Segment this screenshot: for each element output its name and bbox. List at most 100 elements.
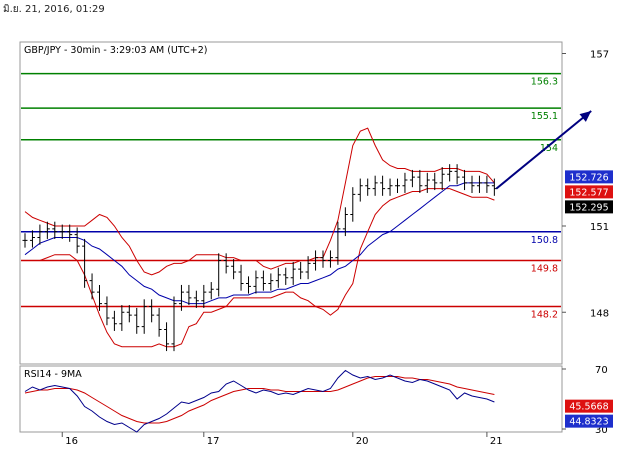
candle-37 <box>298 261 304 280</box>
candle-46 <box>365 178 371 196</box>
projection-arrow-group <box>495 110 592 190</box>
candle-49 <box>387 178 393 196</box>
bollinger-bands-group <box>24 127 495 348</box>
candle-45 <box>357 178 363 202</box>
bollinger-lower-line <box>25 188 495 348</box>
candle-26 <box>216 253 222 297</box>
candle-58 <box>454 164 460 185</box>
time-axis: 16 17 20 21 <box>61 432 503 447</box>
candle-28 <box>231 259 237 280</box>
candle-35 <box>283 267 289 285</box>
price-badges-group: 152.726 152.577 152.295 <box>565 170 613 214</box>
candle-59 <box>462 169 468 191</box>
candle-29 <box>238 264 244 291</box>
rsi-lines-group <box>24 369 495 433</box>
rsi-badge-label-0: 45.5668 <box>569 402 608 413</box>
price-tick-label-2: 148 <box>590 308 609 319</box>
time-tick-label-3: 21 <box>490 436 503 447</box>
price-levels-group: 156.3 155.1 154 150.8 149.8 148.2 <box>21 72 561 321</box>
level-label-4: 149.8 <box>531 264 558 275</box>
candle-54 <box>424 172 430 193</box>
candle-47 <box>372 175 378 196</box>
candle-42 <box>335 221 341 265</box>
time-tick-label-0: 16 <box>65 436 78 447</box>
candle-32 <box>260 270 266 291</box>
level-label-5: 148.2 <box>531 310 558 321</box>
candle-40 <box>320 250 326 268</box>
candle-12 <box>111 310 117 331</box>
projection-arrow-shaft <box>495 110 592 190</box>
level-label-2: 154 <box>540 143 558 154</box>
rsi-chart-title: RSI14 - 9MA <box>24 369 82 380</box>
candle-53 <box>417 169 423 193</box>
rsi-tick-label-0: 70 <box>595 365 608 376</box>
bollinger-upper-line <box>24 127 495 276</box>
candle-44 <box>350 187 356 222</box>
candle-25 <box>208 282 214 300</box>
candle-39 <box>313 250 319 271</box>
candle-1 <box>29 230 35 248</box>
rsi-ma-line <box>24 376 495 424</box>
price-badge-bg-1 <box>565 185 613 199</box>
level-label-3: 150.8 <box>531 235 558 246</box>
candle-0 <box>22 233 28 248</box>
candle-41 <box>327 250 333 268</box>
rsi-line <box>24 369 495 433</box>
candle-57 <box>447 164 453 182</box>
price-badge-label-2: 152.295 <box>569 202 608 213</box>
candle-5 <box>59 224 65 239</box>
price-panel-frame <box>19 41 563 365</box>
candle-18 <box>156 307 162 337</box>
moving-average-line <box>24 182 495 305</box>
time-tick-label-1: 17 <box>207 436 220 447</box>
price-badge-label-1: 152.577 <box>569 187 608 198</box>
price-badge-bg-0 <box>565 170 613 184</box>
candle-33 <box>268 273 274 291</box>
rsi-panel-frame <box>19 365 563 433</box>
rsi-badge-label-1: 44.8323 <box>569 417 608 428</box>
candle-38 <box>305 256 311 280</box>
candle-34 <box>275 267 281 288</box>
price-tick-label-1: 151 <box>590 222 609 233</box>
candle-50 <box>395 178 400 193</box>
level-label-0: 156.3 <box>531 77 558 88</box>
header-datetime: มิ.ย. 21, 2016, 01:29 <box>3 4 105 15</box>
candle-48 <box>380 175 386 196</box>
candle-20 <box>171 296 177 352</box>
price-chart-title: GBP/JPY - 30min - 3:29:03 AM (UTC+2) <box>24 45 207 56</box>
candle-2 <box>37 224 43 245</box>
candle-13 <box>119 305 125 331</box>
candle-51 <box>402 172 408 193</box>
candle-9 <box>89 273 95 300</box>
rsi-badges-group: 45.5668 44.8323 <box>565 399 613 428</box>
candle-55 <box>432 172 438 191</box>
candle-15 <box>134 307 140 334</box>
moving-average-group <box>24 182 495 305</box>
candle-30 <box>246 276 251 294</box>
candle-14 <box>126 305 132 323</box>
candle-22 <box>186 284 192 306</box>
projection-arrow-head <box>579 111 592 122</box>
candle-6 <box>67 224 73 242</box>
level-label-1: 155.1 <box>531 111 558 122</box>
candle-10 <box>97 284 102 311</box>
candle-16 <box>141 299 147 334</box>
rsi-axis: 70 30 <box>562 365 608 436</box>
candle-7 <box>74 227 80 254</box>
candle-21 <box>178 284 184 311</box>
candle-19 <box>164 322 170 352</box>
candle-23 <box>193 290 199 308</box>
price-badge-bg-2 <box>565 200 613 214</box>
candle-36 <box>290 261 296 285</box>
candle-17 <box>149 299 155 323</box>
candle-60 <box>469 175 475 193</box>
candle-3 <box>44 221 50 239</box>
rsi-chart: RSI14 - 9MA 70 30 45.5668 44.8323 <box>19 365 613 436</box>
candle-62 <box>484 175 490 193</box>
candle-56 <box>439 167 445 191</box>
candle-52 <box>409 169 415 188</box>
price-axis: 157 151 148 <box>562 50 609 319</box>
candles-group <box>22 164 497 352</box>
time-tick-label-2: 20 <box>356 436 369 447</box>
rsi-badge-bg-0 <box>565 399 613 413</box>
